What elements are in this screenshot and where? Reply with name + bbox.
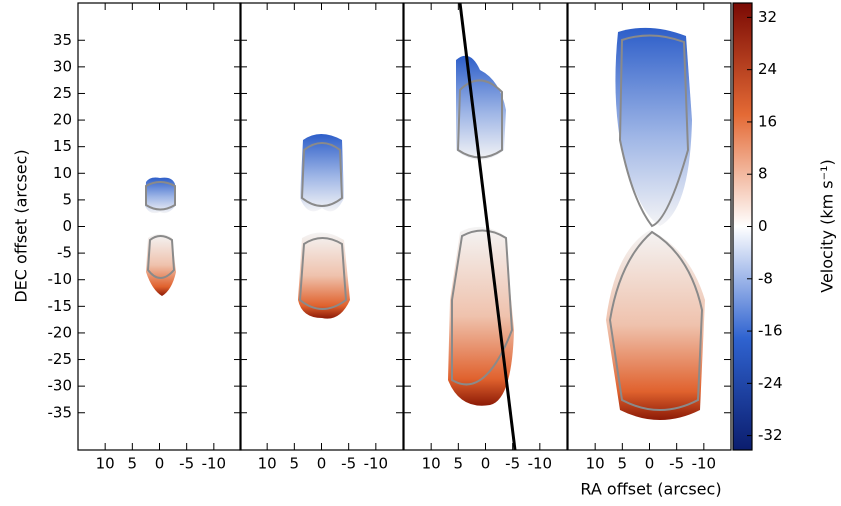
y-tick-label: 0 [62,217,72,235]
colorbar-tick-label: 8 [758,165,768,183]
colorbar-label: Velocity (km s⁻¹) [818,159,837,292]
y-tick-label: 5 [62,190,72,208]
x-tick-label: 5 [454,455,464,473]
x-tick-label: 5 [618,455,628,473]
y-tick-label: 15 [53,137,72,155]
x-tick-label: 0 [645,455,655,473]
colorbar-tick-label: 0 [758,217,768,235]
contour [608,34,704,411]
colorbar-tick-label: -8 [758,269,773,287]
colorbar-tick-label: 32 [758,8,777,26]
x-tick-label: -5 [669,455,684,473]
emission-lobe [615,27,692,227]
x-tick-label: -5 [505,455,520,473]
y-tick-label: -5 [57,244,72,262]
contour [145,181,176,279]
colorbar-tick-label: -16 [758,322,783,340]
x-tick-label: 0 [155,455,165,473]
emission-lobe [300,134,344,212]
x-tick-label: 10 [258,455,277,473]
panel-frame [77,2,242,451]
x-tick-label: -10 [364,455,389,473]
x-tick-label: 10 [422,455,441,473]
x-tick-label: -5 [179,455,194,473]
x-tick-label: 0 [317,455,327,473]
x-tick-label: 5 [290,455,300,473]
x-tick-label: -10 [202,455,227,473]
x-tick-label: 5 [128,455,138,473]
y-tick-label: 30 [53,57,72,75]
slit-line [458,2,517,451]
emission-lobe [606,230,705,420]
colorbar-tick-label: -32 [758,426,783,444]
y-tick-label: 20 [53,111,72,129]
y-tick-label: 35 [53,31,72,49]
y-tick-label: -10 [48,270,73,288]
y-tick-label: 25 [53,84,72,102]
x-tick-label: 0 [481,455,491,473]
y-tick-label: 10 [53,164,72,182]
x-tick-label: 10 [586,455,605,473]
emission [145,2,705,451]
emission-lobe [456,55,506,160]
colorbar-tick-label: -24 [758,374,783,392]
contour [451,79,514,386]
y-tick-label: -35 [48,403,73,421]
colorbar-tick-label: 24 [758,60,777,78]
y-tick-label: -25 [48,350,73,368]
x-axis-label: RA offset (arcsec) [580,480,721,499]
y-tick-label: -15 [48,297,73,315]
panel-frame [239,2,404,451]
x-tick-label: -5 [341,455,356,473]
contour [298,142,348,310]
y-axis-label: DEC offset (arcsec) [12,149,31,302]
x-tick-label: -10 [692,455,717,473]
emission-lobe [146,234,176,296]
x-tick-label: 10 [96,455,115,473]
y-tick-label: -20 [48,323,73,341]
colorbar-tick-label: 16 [758,112,777,130]
x-tick-label: -10 [528,455,553,473]
y-tick-label: -30 [48,377,73,395]
emission-lobe [145,177,176,214]
emission-lobe [298,232,350,319]
